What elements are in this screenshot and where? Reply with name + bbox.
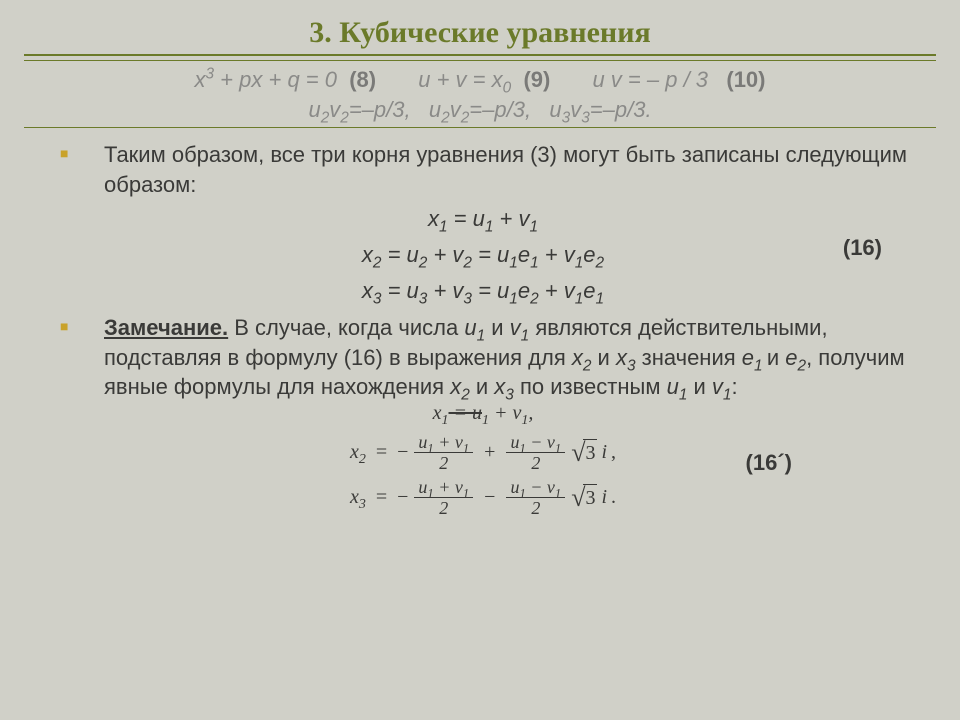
sub-eq2: u + v = x0 [418, 67, 511, 92]
eq-tag-16p: (16´) [746, 448, 792, 478]
sub-equations: x3 + px + q = 0 (8) u + v = x0 (9) u v =… [0, 67, 960, 123]
page-title: 3. Кубические уравнения [309, 16, 650, 50]
title-rule-double [24, 54, 936, 61]
root-x2: x2 = u2 + v2 = u1e1 + v1e2 [54, 239, 912, 271]
sub-tag2: (9) [523, 67, 550, 92]
bullet-1: Таким образом, все три корня уравнения (… [54, 140, 912, 199]
root-x1: x1 = u1 + v1 [54, 203, 912, 235]
sub-eq1: x3 + px + q = 0 [195, 67, 338, 92]
root-x3: x3 = u3 + v3 = u1e2 + v1e1 [54, 275, 912, 307]
bullet-2-lead: Замечание. [104, 315, 228, 340]
formula-x1: x1 = u1 + v1, [433, 402, 534, 424]
bullet-2: Замечание. В случае, когда числа u1 и v1… [54, 313, 912, 402]
sub-row2: u2v2=–p/3, u2v2=–p/3, u3v3=–p/3. [0, 97, 960, 123]
sub-tag1: (8) [349, 67, 376, 92]
sub-tag3: (10) [726, 67, 765, 92]
eq-tag-16: (16) [843, 233, 882, 263]
formula-x3: x3 = − u1 + v12 − u1 − v12 √3i. [54, 478, 912, 517]
sub-eq3: u v = – p / 3 [592, 67, 708, 92]
bullet-1-text: Таким образом, все три корня уравнения (… [104, 142, 907, 197]
